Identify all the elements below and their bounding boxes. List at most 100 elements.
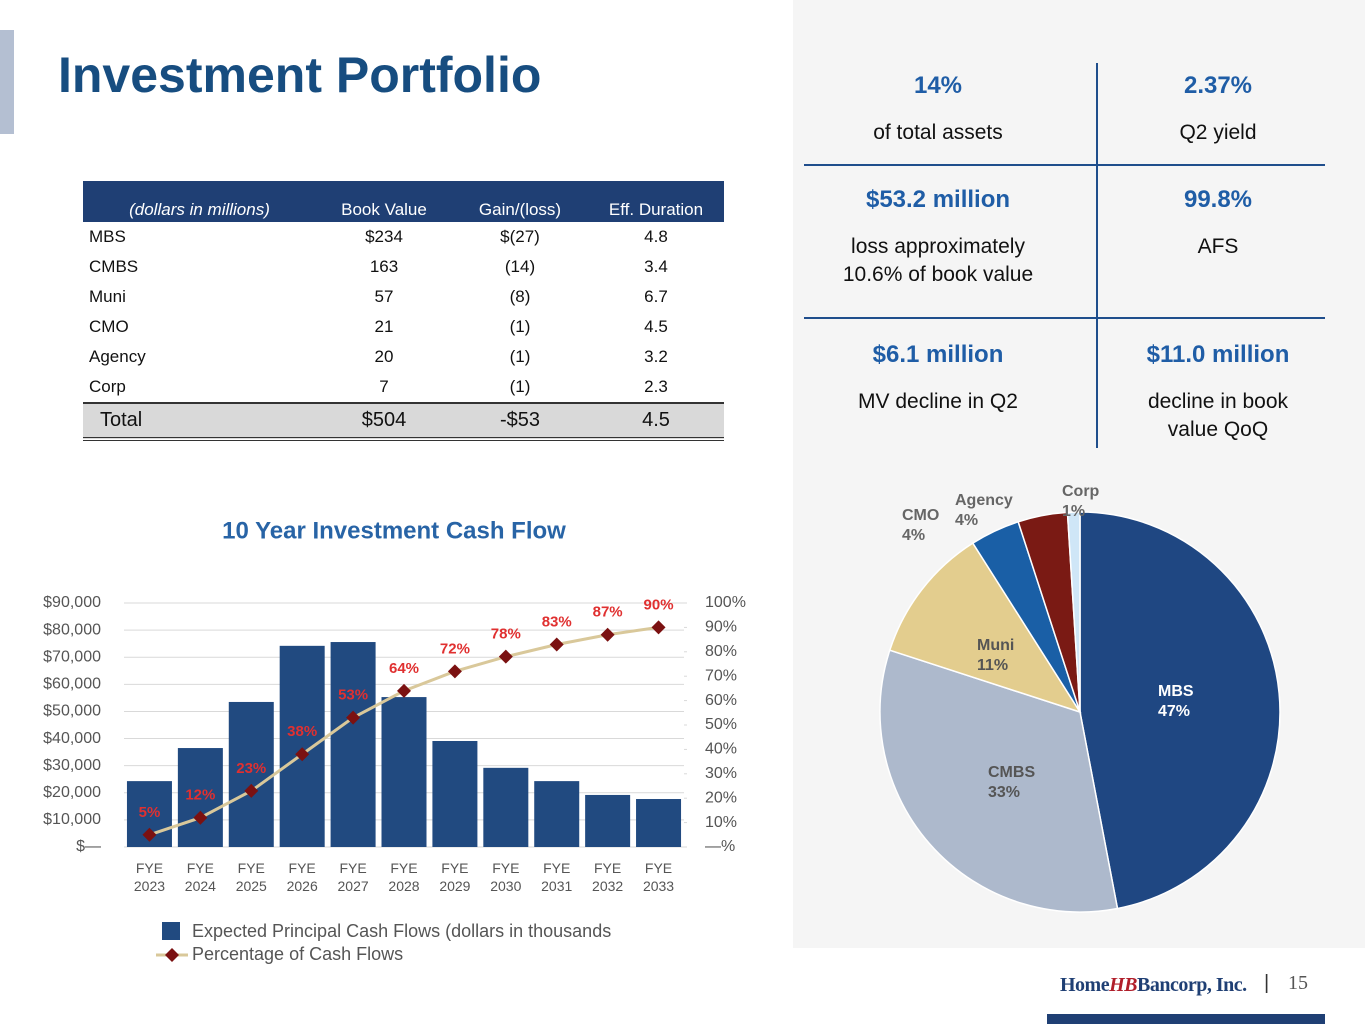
table-cell: 21 <box>374 317 394 336</box>
kpi-label: MV decline in Q2 <box>858 390 1018 413</box>
table-cell: MBS <box>89 227 126 246</box>
y-tick-label: $50,000 <box>43 703 101 720</box>
x-tick-label: FYE 2030 <box>490 860 522 894</box>
kpi-label: value QoQ <box>1167 418 1269 441</box>
kpi-label: decline in book <box>1147 390 1289 413</box>
bar <box>330 642 376 847</box>
x-tick-label: FYE 2031 <box>541 860 573 894</box>
portfolio-table: (dollars in millions) Book Value Gain/(los… <box>83 181 724 441</box>
kpi-value: 99.8% <box>1183 186 1253 213</box>
pie-value-label: 33% <box>988 784 1020 801</box>
legend-label: Percentage of Cash Flows <box>192 944 403 964</box>
kpi-label: loss approximately <box>851 235 1025 258</box>
y2-tick-label: 90% <box>705 619 737 636</box>
data-label: 38% <box>287 723 317 740</box>
bar <box>636 799 682 847</box>
kpi-value: 2.37% <box>1183 72 1253 99</box>
line-marker <box>244 783 259 798</box>
kpi-label: Q2 yield <box>1179 121 1257 144</box>
slide-title: Investment Portfolio <box>58 47 542 103</box>
pie-label: MBS <box>1158 683 1194 700</box>
table-cell: 57 <box>374 287 394 306</box>
data-label: 78% <box>491 626 521 643</box>
legend-label: Expected Principal Cash Flows (dollars i… <box>192 921 611 941</box>
data-label: 53% <box>338 687 368 704</box>
y-tick-label: $70,000 <box>43 648 101 665</box>
pie-value-label: 4% <box>955 512 978 529</box>
table-cell: (1) <box>509 347 531 366</box>
legend-marker <box>165 948 179 962</box>
total-row: Total $504 -$53 4.5 <box>83 402 724 441</box>
table-cell: 20 <box>374 347 394 366</box>
pie-slice <box>879 649 1119 913</box>
logo-part: Home <box>1060 974 1110 996</box>
x-tick-label: FYE 2033 <box>642 860 675 894</box>
table-cell: 6.7 <box>644 287 668 306</box>
table-cell: CMO <box>89 317 129 336</box>
pie-label: Agency <box>955 492 1013 509</box>
kpi-label: AFS <box>1197 235 1239 258</box>
bar <box>228 701 274 847</box>
x-tick-label: FYE 2028 <box>388 860 420 894</box>
y-tick-label: $80,000 <box>43 621 101 638</box>
table-cell: 2.3 <box>644 377 668 396</box>
pie-label: CMO <box>902 507 939 524</box>
y2-tick-label: 20% <box>705 789 737 806</box>
logo: HomeHBBancorp, Inc. <box>1060 974 1247 997</box>
kpi-label: of total assets <box>873 121 1003 144</box>
y2-tick-label: 40% <box>705 741 737 758</box>
kpi-value: $11.0 million <box>1146 341 1290 368</box>
legend-swatch <box>162 922 180 940</box>
table-row: MBS $234 $(27) 4.8 <box>83 222 724 252</box>
pie-slice <box>888 542 1082 714</box>
y2-tick-label: 60% <box>705 692 737 709</box>
x-tick-label: FYE 2023 <box>133 860 166 894</box>
y-tick-label: $10,000 <box>43 811 101 828</box>
kpi-value: $6.1 million <box>872 341 1004 368</box>
table-row: CMBS 163 (14) 3.4 <box>83 252 724 282</box>
table-cell: $234 <box>365 227 403 246</box>
x-tick-label: FYE 2024 <box>184 860 216 894</box>
table-cell: 4.5 <box>588 402 724 441</box>
table-cell: CMBS <box>89 257 139 276</box>
y-tick-label: $60,000 <box>43 676 101 693</box>
logo-part: Bancorp, Inc. <box>1137 974 1247 996</box>
page-number: 15 <box>1288 972 1308 994</box>
table-cell: (dollars in millions) <box>129 200 270 219</box>
pie-value-label: 11% <box>977 657 1008 674</box>
y2-tick-label: —% <box>705 838 735 855</box>
y-tick-label: $30,000 <box>43 757 101 774</box>
table-cell: Book Value <box>341 200 427 219</box>
line-marker <box>193 810 208 825</box>
table-cell: -$53 <box>452 402 588 441</box>
table-cell: (8) <box>509 287 531 306</box>
table-cell: (1) <box>509 377 531 396</box>
y2-tick-label: 10% <box>705 814 737 831</box>
table: (dollars in millions) Book Value Gain/(los… <box>83 181 724 441</box>
accent-bar <box>0 30 14 134</box>
chart-title: 10 Year Investment Cash Flow <box>222 517 566 544</box>
table-cell: Total <box>83 402 316 441</box>
table-row: CMO 21 (1) 4.5 <box>83 312 724 342</box>
x-tick-label: FYE 2029 <box>439 860 471 894</box>
y2-tick-label: 30% <box>705 765 737 782</box>
y2-tick-label: 80% <box>705 643 737 660</box>
table-cell: $504 <box>316 402 452 441</box>
data-label: 64% <box>389 660 419 677</box>
pie-slice <box>1066 511 1081 713</box>
data-label: 5% <box>139 804 161 821</box>
table-cell: 3.4 <box>644 257 668 276</box>
table-cell: Agency <box>89 347 146 366</box>
table-row: Corp 7 (1) 2.3 <box>83 372 724 403</box>
line-marker <box>397 683 411 698</box>
pie-label: CMBS <box>988 764 1035 781</box>
bar <box>432 740 478 847</box>
table-cell: 4.5 <box>644 317 668 336</box>
table-cell: $(27) <box>500 227 540 246</box>
table-cell: Muni <box>89 287 126 306</box>
bar <box>483 767 529 847</box>
footer-bar <box>1047 1014 1325 1024</box>
table-cell: (14) <box>504 257 536 276</box>
bar <box>585 794 631 847</box>
